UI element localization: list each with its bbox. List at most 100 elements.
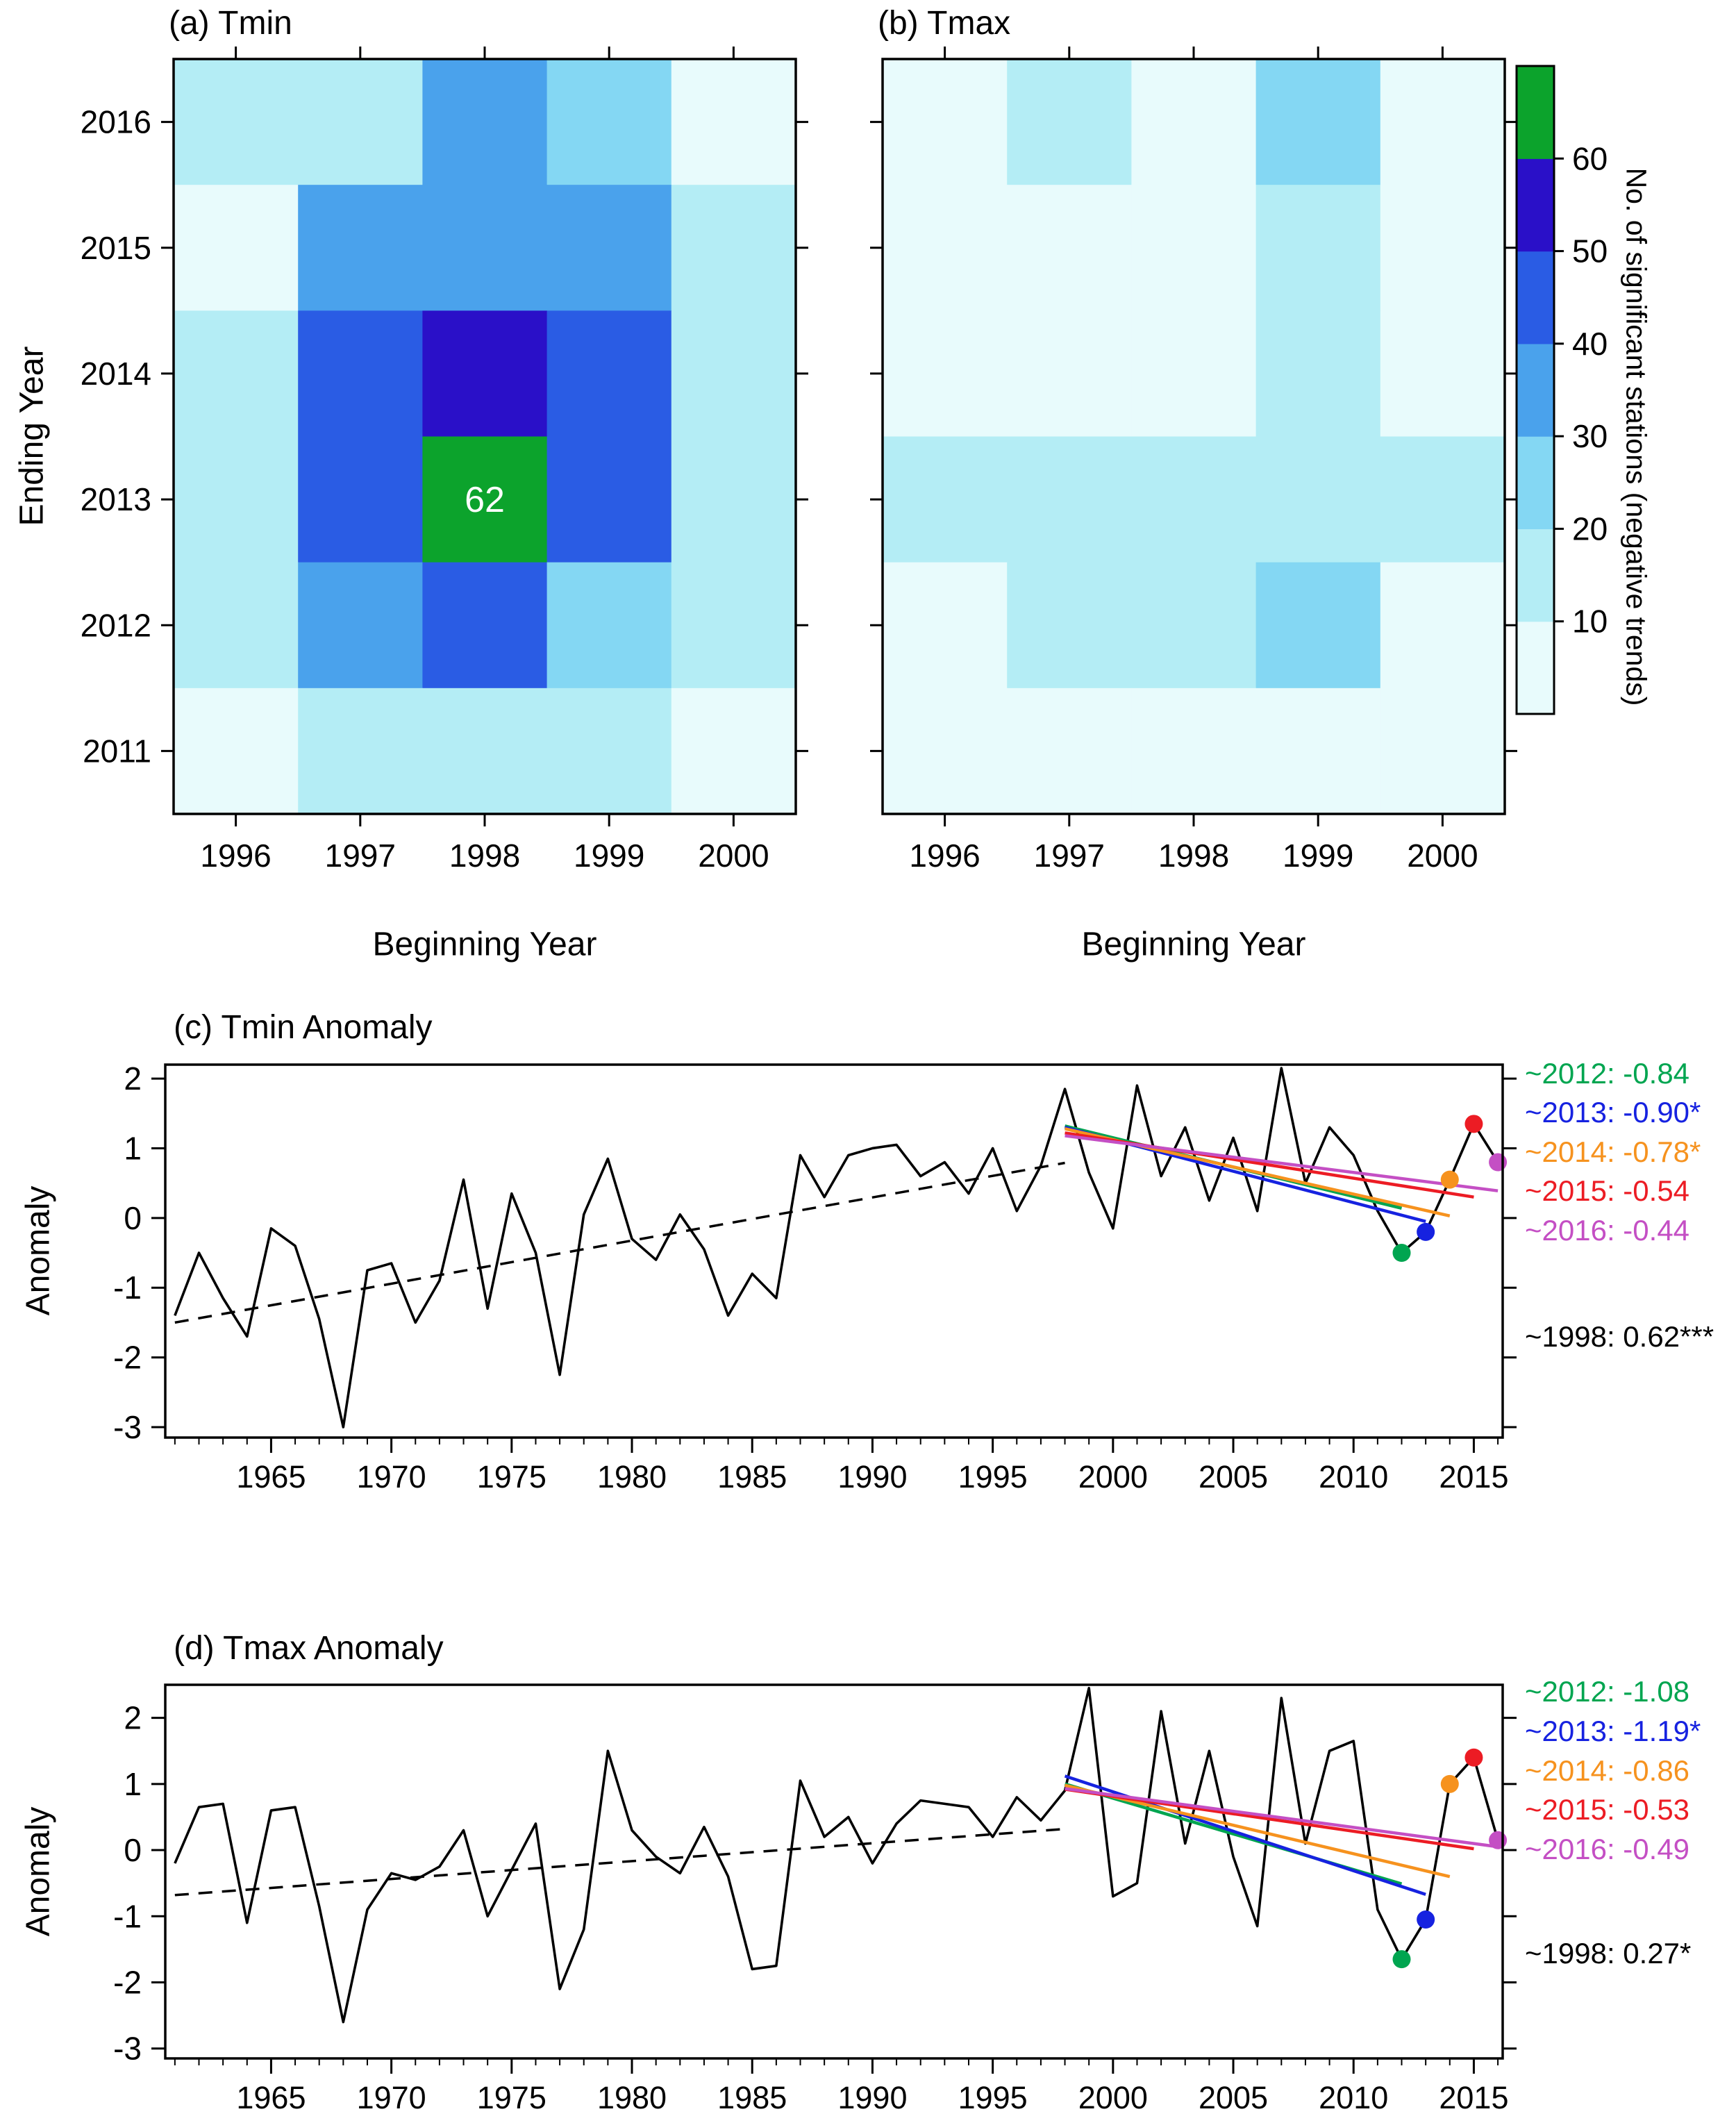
x-tick-label: 2000 [1078,1459,1148,1495]
x-tick-label: 1996 [909,838,980,874]
cell-value-label: 62 [465,480,505,520]
trend-annotation: ~2015: -0.54 [1525,1174,1689,1207]
heatmap-cell [1255,688,1381,815]
endpoint-dot-2013 [1417,1222,1435,1241]
plot-frame [172,58,797,815]
heatmap-cell [422,436,548,563]
endpoint-dot-2012 [1392,1244,1411,1263]
heatmap-cell [298,688,423,815]
endpoint-dot-2013 [1417,1910,1435,1929]
heatmap-cell [1380,310,1505,438]
heatmap-cell [298,436,423,563]
dashed-trend-line [174,1161,1065,1324]
x-tick-label: 2015 [1439,1459,1508,1495]
panel-b-xaxis-title: Beginning Year [1081,926,1306,963]
endpoint-dot-2016 [1489,1153,1508,1172]
colorbar-segment [1517,158,1554,252]
heatmap-cell [883,59,1008,185]
heatmap-cell [671,185,796,311]
endpoint-dot-2016 [1489,1831,1508,1849]
x-tick-label: 1970 [357,2080,426,2115]
heatmap-cell [1255,562,1381,689]
dashed-trend-line [174,1827,1065,1897]
trend-annotation: ~2016: -0.49 [1525,1833,1689,1865]
heatmap-cell [174,185,299,311]
plot-frame [164,1683,1504,2060]
heatmap-cell [1131,436,1257,563]
colorbar-segment [1517,251,1554,344]
heatmap-cell [883,185,1008,311]
y-tick-label: 1 [124,1130,142,1166]
x-tick-label: 1985 [717,1459,787,1495]
anomaly-series-line [174,1686,1499,2024]
endpoint-dot-2012 [1392,1950,1411,1969]
y-tick-label: 2014 [81,356,151,392]
heatmap-cell [1380,688,1505,815]
x-tick-label: 1975 [477,2080,546,2115]
colorbar-frame [1515,65,1555,715]
heatmap-cell [1380,59,1505,185]
x-tick-label: 1990 [837,1459,907,1495]
x-tick-label: 1997 [1034,838,1105,874]
x-tick-label: 1999 [1283,838,1353,874]
x-tick-label: 2015 [1439,2080,1508,2115]
y-tick-label: 2 [124,1060,142,1097]
panel-c-yaxis-title: Anomaly [19,1185,57,1316]
x-tick-label: 1998 [449,838,520,874]
colorbar-segment [1517,621,1554,715]
heatmap-cell [174,562,299,689]
x-tick-label: 1998 [1158,838,1229,874]
x-tick-label: 1995 [958,2080,1028,2115]
heatmap-cell [546,185,672,311]
x-tick-label: 1980 [597,2080,667,2115]
colorbar-tick-label: 30 [1572,418,1608,454]
plot-frame [881,58,1506,815]
colorbar-title: No. of significant stations (negative tr… [1620,167,1653,706]
colorbar-tick-label: 10 [1572,603,1608,640]
colorbar-segment [1517,343,1554,437]
heatmap-cell [546,436,672,563]
trend-line-2014 [1065,1783,1451,1879]
heatmap-cell [1131,59,1257,185]
endpoint-dot-2014 [1440,1170,1459,1189]
trend-annotation: ~1998: 0.27* [1525,1937,1691,1970]
y-tick-label: 2 [124,1700,142,1736]
trend-annotation: ~1998: 0.62*** [1525,1320,1714,1353]
x-tick-label: 1999 [574,838,644,874]
heatmap-cell [1007,562,1132,689]
x-tick-label: 1980 [597,1459,667,1495]
x-tick-label: 1990 [837,2080,907,2115]
heatmap-cell [174,310,299,438]
heatmap-cell [1255,310,1381,438]
heatmap-cell [671,436,796,563]
heatmap-cell [422,185,548,311]
x-tick-label: 2010 [1319,2080,1388,2115]
colorbar-tick-label: 50 [1572,233,1608,269]
x-tick-label: 1996 [200,838,271,874]
heatmap-cell [883,688,1008,815]
heatmap-cell [671,59,796,185]
heatmap-cell [671,562,796,689]
y-tick-label: -1 [113,1269,142,1306]
x-tick-label: 2000 [1407,838,1478,874]
heatmap-cell [1131,688,1257,815]
x-tick-label: 1965 [236,2080,306,2115]
y-tick-label: -1 [113,1898,142,1934]
x-tick-label: 1995 [958,1459,1028,1495]
heatmap-cell [1131,310,1257,438]
heatmap-cell [298,562,423,689]
heatmap-cell [422,562,548,689]
panel-d-yaxis-title: Anomaly [19,1806,57,1937]
heatmap-cell [422,688,548,815]
y-tick-label: 0 [124,1200,142,1236]
trend-annotation: ~2013: -1.19* [1525,1715,1701,1747]
heatmap-cell [174,688,299,815]
y-tick-label: 2016 [81,104,151,140]
heatmap-cell [1380,562,1505,689]
heatmap-cell [671,688,796,815]
heatmap-cell [422,59,548,185]
panel-d-title: (d) Tmax Anomaly [174,1630,444,1667]
heatmap-cell [422,310,548,438]
colorbar-tick-label: 60 [1572,140,1608,176]
